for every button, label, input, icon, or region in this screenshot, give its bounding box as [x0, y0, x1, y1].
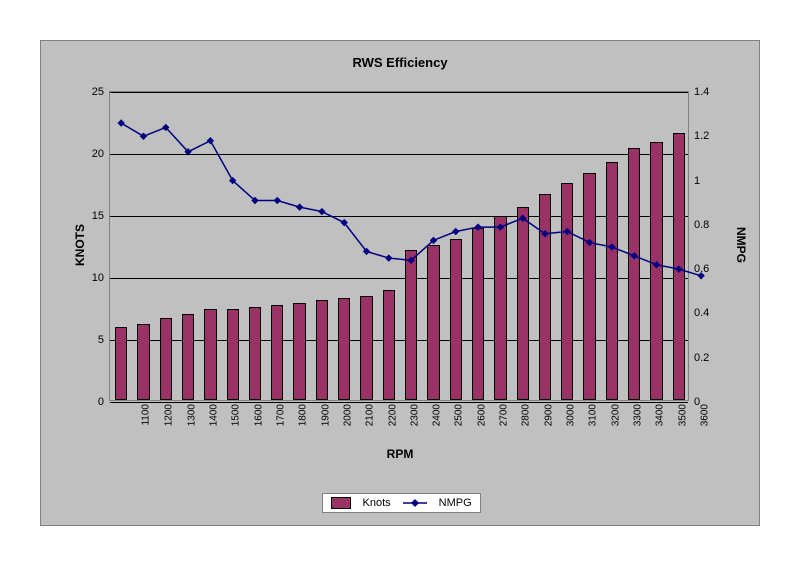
gridline — [110, 154, 688, 155]
y-left-tick: 5 — [98, 334, 104, 346]
x-tick: 1500 — [231, 404, 242, 426]
x-tick: 2700 — [498, 404, 509, 426]
bar — [115, 327, 127, 400]
bar — [517, 207, 529, 400]
chart-title: RWS Efficiency — [41, 55, 759, 70]
legend-bar-label: Knots — [363, 497, 391, 509]
y-right-tick: 0.6 — [694, 263, 709, 275]
bar — [494, 216, 506, 400]
line-marker — [207, 138, 213, 144]
x-tick: 3000 — [565, 404, 576, 426]
line-series — [110, 92, 690, 402]
bar — [293, 303, 305, 400]
line-marker — [274, 198, 280, 204]
line-marker — [319, 209, 325, 215]
bar — [405, 250, 417, 400]
bar — [539, 194, 551, 400]
chart-container: RWS Efficiency 051015202500.20.40.60.811… — [40, 40, 760, 526]
x-tick: 1200 — [164, 404, 175, 426]
x-tick: 2800 — [521, 404, 532, 426]
bar — [583, 173, 595, 400]
y-left-tick: 20 — [92, 148, 104, 160]
x-tick: 3400 — [654, 404, 665, 426]
line-marker — [386, 255, 392, 261]
y-right-tick: 0.8 — [694, 219, 709, 231]
bar — [628, 148, 640, 400]
bar — [472, 228, 484, 400]
x-tick: 3500 — [677, 404, 688, 426]
bar — [227, 309, 239, 400]
bar — [450, 239, 462, 400]
plot-area: 051015202500.20.40.60.811.21.41100120013… — [109, 91, 689, 401]
gridline — [110, 402, 688, 403]
bar — [182, 314, 194, 400]
x-tick: 1700 — [275, 404, 286, 426]
bar — [673, 133, 685, 400]
x-axis-label: RPM — [41, 447, 759, 461]
y-right-tick: 1 — [694, 175, 700, 187]
x-tick: 2400 — [431, 404, 442, 426]
bar — [650, 142, 662, 400]
y-left-axis-label: KNOTS — [73, 224, 87, 266]
line-marker — [430, 237, 436, 243]
y-left-tick: 0 — [98, 396, 104, 408]
x-tick: 2600 — [476, 404, 487, 426]
line-marker — [453, 229, 459, 235]
x-tick: 2000 — [342, 404, 353, 426]
legend: Knots NMPG — [322, 493, 481, 513]
bar — [427, 245, 439, 400]
y-right-tick: 1.2 — [694, 130, 709, 142]
x-tick: 1300 — [186, 404, 197, 426]
legend-line-swatch — [403, 497, 427, 509]
gridline — [110, 216, 688, 217]
line-marker — [252, 198, 258, 204]
x-tick: 2100 — [364, 404, 375, 426]
x-tick: 2200 — [387, 404, 398, 426]
bar — [606, 162, 618, 400]
y-left-tick: 15 — [92, 210, 104, 222]
x-tick: 3600 — [699, 404, 710, 426]
x-tick: 3200 — [610, 404, 621, 426]
gridline — [110, 278, 688, 279]
x-tick: 3300 — [632, 404, 643, 426]
x-tick: 2500 — [454, 404, 465, 426]
bar — [561, 183, 573, 400]
legend-bar-swatch — [331, 497, 351, 509]
gridline — [110, 340, 688, 341]
x-tick: 2900 — [543, 404, 554, 426]
line-marker — [341, 220, 347, 226]
line-marker — [140, 133, 146, 139]
line-marker — [297, 204, 303, 210]
y-right-tick: 1.4 — [694, 86, 709, 98]
line-marker — [118, 120, 124, 126]
gridline — [110, 92, 688, 93]
bar — [249, 307, 261, 400]
y-right-tick: 0.4 — [694, 307, 709, 319]
x-tick: 1100 — [141, 404, 152, 426]
legend-line-label: NMPG — [439, 497, 472, 509]
bar — [338, 298, 350, 400]
bar — [160, 318, 172, 400]
y-left-tick: 10 — [92, 272, 104, 284]
x-tick: 1600 — [253, 404, 264, 426]
x-tick: 2300 — [409, 404, 420, 426]
x-tick: 3100 — [588, 404, 599, 426]
bar — [204, 309, 216, 400]
line-marker — [230, 178, 236, 184]
bar — [360, 296, 372, 400]
bar — [316, 300, 328, 400]
x-tick: 1800 — [298, 404, 309, 426]
x-tick: 1400 — [208, 404, 219, 426]
bar — [383, 290, 395, 400]
y-right-tick: 0.2 — [694, 352, 709, 364]
bar — [271, 305, 283, 400]
bar — [137, 324, 149, 400]
line-marker — [163, 124, 169, 130]
y-left-tick: 25 — [92, 86, 104, 98]
x-tick: 1900 — [320, 404, 331, 426]
y-right-axis-label: NMPG — [734, 227, 748, 263]
line-marker — [364, 248, 370, 254]
